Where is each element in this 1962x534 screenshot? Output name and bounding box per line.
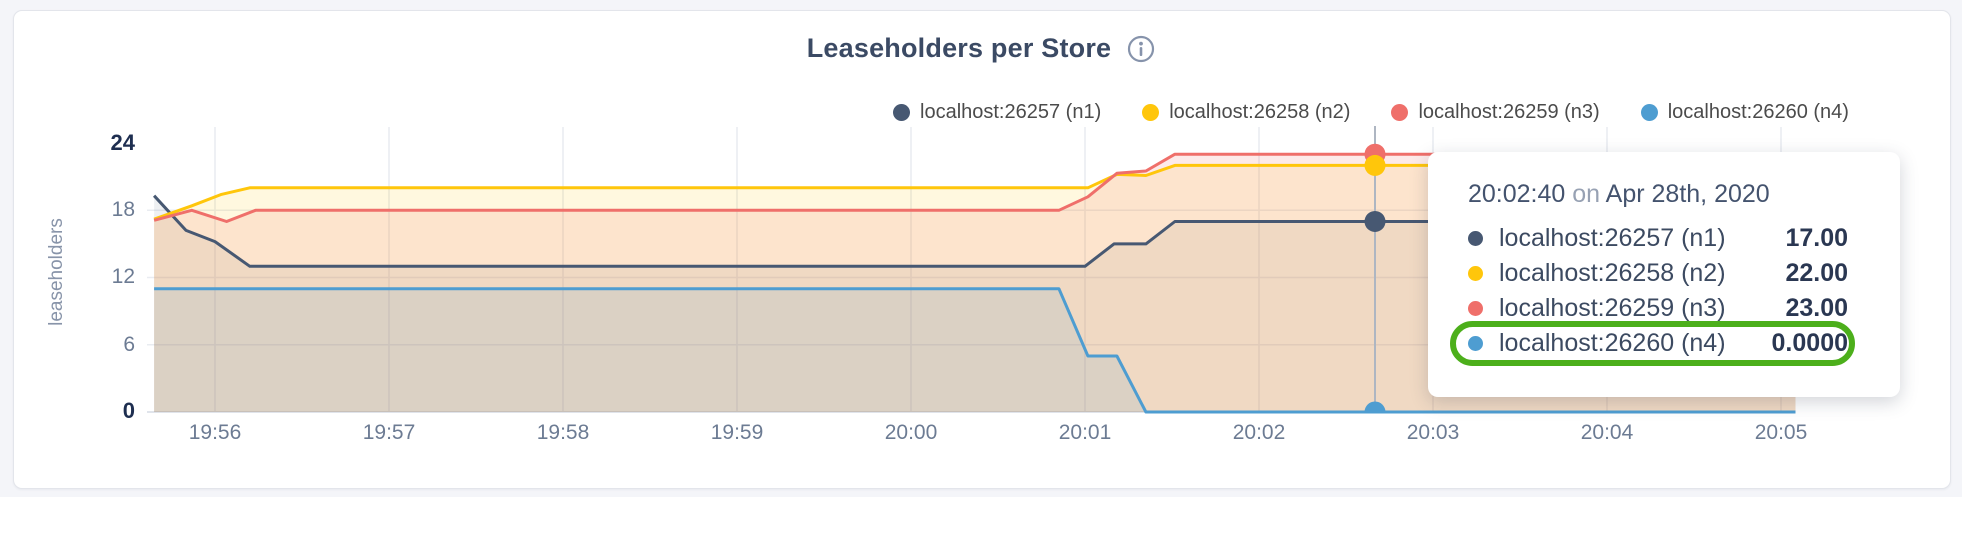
tooltip-series-label: localhost:26258 (n2) bbox=[1499, 259, 1726, 287]
tooltip-series-value: 17.00 bbox=[1785, 224, 1848, 252]
tooltip-row-n2: localhost:26258 (n2) 22.00 bbox=[1428, 256, 1900, 291]
legend-item-n2[interactable]: localhost:26258 (n2) bbox=[1142, 101, 1350, 124]
chart-header: Leaseholders per Store bbox=[0, 33, 1962, 64]
tooltip-on-word: on bbox=[1572, 180, 1601, 208]
y-tick-label: 24 bbox=[110, 130, 135, 155]
x-tick-label: 19:56 bbox=[188, 421, 242, 444]
series-dot-icon bbox=[1468, 336, 1483, 351]
series-area bbox=[154, 154, 1796, 412]
series-dot-icon bbox=[1468, 231, 1483, 246]
tooltip-row-n4: localhost:26260 (n4) 0.0000 bbox=[1428, 321, 1900, 366]
legend-dot-icon bbox=[893, 104, 910, 121]
tooltip-row-n3: localhost:26259 (n3) 23.00 bbox=[1428, 291, 1900, 326]
x-tick-label: 20:03 bbox=[1406, 421, 1460, 444]
y-tick-label: 12 bbox=[111, 265, 135, 288]
chart-title: Leaseholders per Store bbox=[806, 33, 1112, 63]
legend-label: localhost:26257 (n1) bbox=[920, 101, 1102, 123]
series-area bbox=[154, 288, 1796, 412]
tooltip-row-n1: localhost:26257 (n1) 17.00 bbox=[1428, 221, 1900, 256]
legend-dot-icon bbox=[1142, 104, 1160, 121]
tooltip-timestamp: 20:02:40 on Apr 28th, 2020 bbox=[1468, 180, 1860, 209]
legend-label: localhost:26260 (n4) bbox=[1667, 101, 1849, 123]
tooltip-series-label: localhost:26257 (n1) bbox=[1499, 224, 1726, 252]
x-tick-label: 19:59 bbox=[710, 421, 764, 444]
tooltip-date: Apr 28th, 2020 bbox=[1605, 180, 1770, 208]
hover-tooltip: 20:02:40 on Apr 28th, 2020 localhost:262… bbox=[1428, 152, 1900, 397]
legend-label: localhost:26259 (n3) bbox=[1418, 101, 1600, 123]
series-line bbox=[154, 287, 1796, 414]
x-tick-label: 20:02 bbox=[1232, 421, 1286, 444]
hover-dot bbox=[1364, 154, 1386, 176]
tooltip-series-label: localhost:26260 (n4) bbox=[1499, 329, 1726, 357]
tooltip-series-label: localhost:26259 (n3) bbox=[1499, 294, 1726, 322]
x-tick-label: 20:01 bbox=[1058, 421, 1112, 444]
legend-label: localhost:26258 (n2) bbox=[1169, 101, 1351, 123]
x-tick-label: 20:00 bbox=[884, 421, 938, 444]
x-tick-label: 20:04 bbox=[1580, 421, 1634, 444]
tooltip-series-value: 22.00 bbox=[1785, 259, 1848, 287]
hover-dot bbox=[1364, 210, 1386, 232]
x-tick-label: 19:58 bbox=[536, 421, 590, 444]
series-line bbox=[152, 194, 1796, 268]
legend-dot-icon bbox=[1391, 104, 1409, 121]
hover-dot bbox=[1364, 401, 1386, 414]
y-tick-label: 6 bbox=[123, 333, 135, 356]
y-tick-label: 0 bbox=[122, 398, 135, 423]
hover-dots bbox=[1364, 143, 1386, 414]
series-line bbox=[153, 152, 1796, 223]
info-icon[interactable] bbox=[1127, 35, 1155, 63]
legend-item-n3[interactable]: localhost:26259 (n3) bbox=[1391, 101, 1600, 124]
x-tick-label: 19:57 bbox=[362, 421, 416, 444]
tooltip-series-value: 23.00 bbox=[1785, 294, 1848, 322]
tooltip-time: 20:02:40 bbox=[1468, 180, 1566, 208]
legend-item-n4[interactable]: localhost:26260 (n4) bbox=[1640, 101, 1849, 124]
x-tick-label: 20:05 bbox=[1754, 421, 1808, 444]
chart-legend: localhost:26257 (n1) localhost:26258 (n2… bbox=[893, 101, 1849, 124]
tooltip-series-value: 0.0000 bbox=[1771, 329, 1848, 357]
legend-item-n1[interactable]: localhost:26257 (n1) bbox=[893, 101, 1101, 124]
y-tick-label: 18 bbox=[111, 198, 135, 221]
legend-dot-icon bbox=[1640, 104, 1658, 121]
series-dot-icon bbox=[1468, 266, 1483, 281]
series-dot-icon bbox=[1468, 301, 1483, 316]
series-area bbox=[154, 195, 1796, 412]
series-line bbox=[153, 163, 1796, 221]
